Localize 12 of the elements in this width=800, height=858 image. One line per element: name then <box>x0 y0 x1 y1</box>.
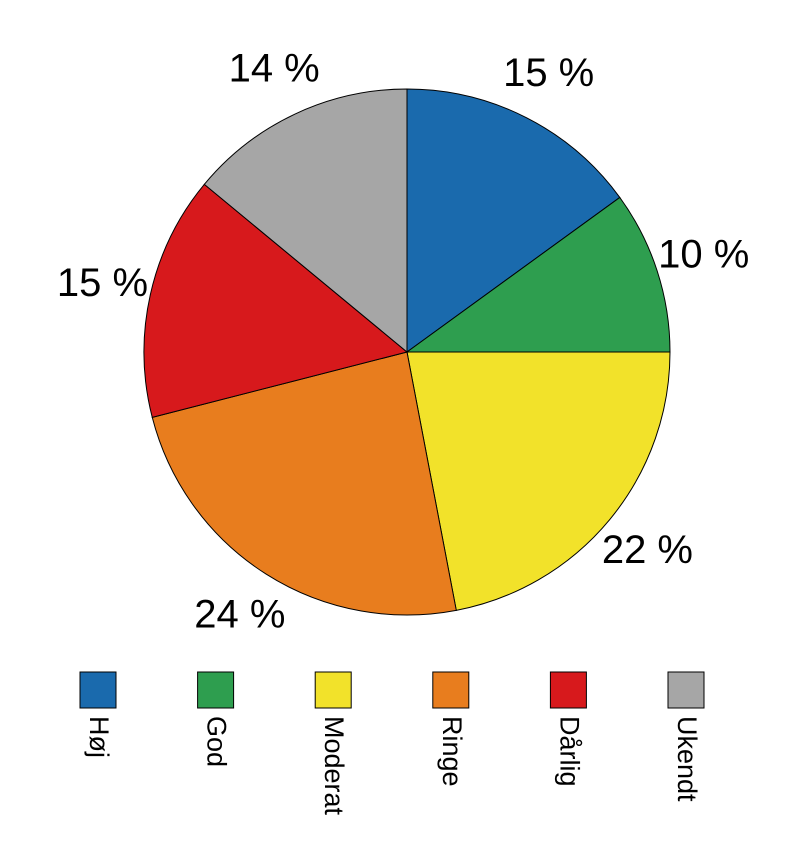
data-label: 14 % <box>228 46 320 91</box>
legend-label: Moderat <box>319 716 350 816</box>
legend-label: Høj <box>84 716 114 758</box>
legend-label: Dårlig <box>554 716 584 787</box>
data-label: 15 % <box>503 51 594 96</box>
data-label: 24 % <box>194 592 286 636</box>
legend-label: God <box>202 716 232 768</box>
legend-label: Ringe <box>436 716 467 787</box>
data-label: 10 % <box>658 232 750 277</box>
legend-label: Ukendt <box>672 716 702 802</box>
data-label: 15 % <box>56 260 148 305</box>
data-label: 22 % <box>602 528 693 572</box>
